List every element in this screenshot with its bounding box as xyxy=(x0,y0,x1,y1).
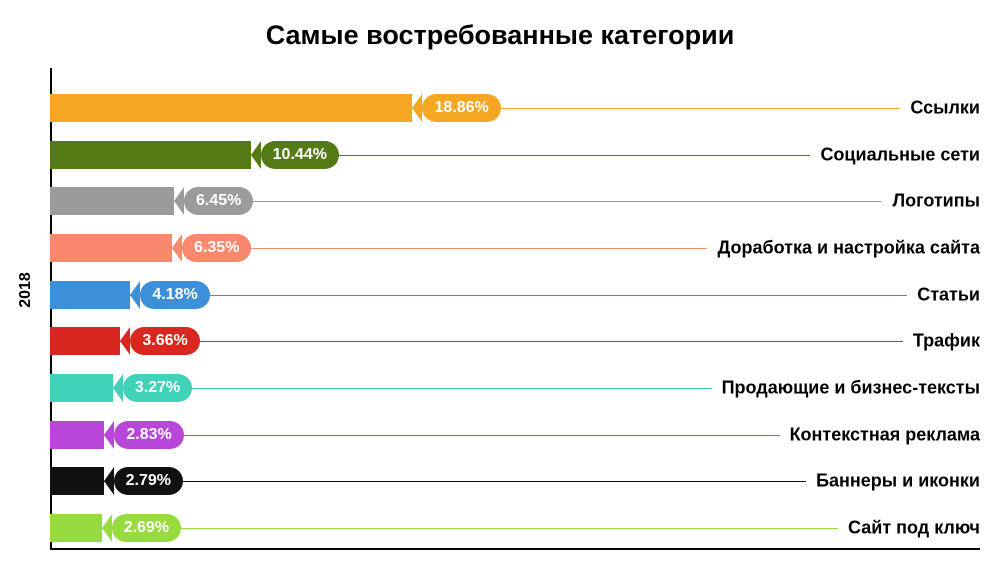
y-axis-label: 2018 xyxy=(17,272,35,308)
chart-rows: 18.86% Ссылки 10.44% Социальные сети 6.45% Ло… xyxy=(50,86,980,550)
chart-row: 2.69% Сайт под ключ xyxy=(50,506,980,550)
chart-row: 3.66% Трафик xyxy=(50,319,980,363)
category-label: Социальные сети xyxy=(810,144,980,165)
value-pill: 3.27% xyxy=(123,374,192,402)
category-label: Баннеры и иконки xyxy=(806,471,980,492)
bar xyxy=(50,187,174,215)
pill-tail-icon xyxy=(130,281,140,309)
bar xyxy=(50,94,412,122)
value-pill: 2.79% xyxy=(114,467,183,495)
pill-tail-icon xyxy=(102,514,112,542)
chart-row: 6.35% Доработка и настройка сайта xyxy=(50,226,980,270)
chart-row: 2.79% Баннеры и иконки xyxy=(50,459,980,503)
category-label: Трафик xyxy=(903,331,980,352)
value-pill: 2.83% xyxy=(114,421,183,449)
value-pill: 6.35% xyxy=(182,234,251,262)
pill-tail-icon xyxy=(174,187,184,215)
chart-title: Самые востребованные категории xyxy=(0,20,1000,51)
chart-row: 6.45% Логотипы xyxy=(50,179,980,223)
value-pill: 6.45% xyxy=(184,187,253,215)
pill-tail-icon xyxy=(120,327,130,355)
bar xyxy=(50,467,104,495)
pill-tail-icon xyxy=(104,467,114,495)
bar xyxy=(50,374,113,402)
pill-tail-icon xyxy=(104,421,114,449)
category-label: Сайт под ключ xyxy=(838,517,980,538)
pill-tail-icon xyxy=(412,94,422,122)
pill-tail-icon xyxy=(113,374,123,402)
value-pill: 3.66% xyxy=(130,327,199,355)
chart-row: 3.27% Продающие и бизнес-тексты xyxy=(50,366,980,410)
pill-tail-icon xyxy=(172,234,182,262)
value-pill: 10.44% xyxy=(261,141,339,169)
category-label: Доработка и настройка сайта xyxy=(707,237,980,258)
pill-tail-icon xyxy=(251,141,261,169)
bar xyxy=(50,141,251,169)
value-pill: 4.18% xyxy=(140,281,209,309)
bar xyxy=(50,514,102,542)
bar xyxy=(50,327,120,355)
bar xyxy=(50,421,104,449)
category-label: Продающие и бизнес-тексты xyxy=(712,377,980,398)
category-label: Логотипы xyxy=(882,191,980,212)
category-label: Статьи xyxy=(907,284,980,305)
chart-row: 2.83% Контекстная реклама xyxy=(50,413,980,457)
value-pill: 18.86% xyxy=(422,94,500,122)
value-pill: 2.69% xyxy=(112,514,181,542)
chart-row: 10.44% Социальные сети xyxy=(50,133,980,177)
chart-row: 4.18% Статьи xyxy=(50,273,980,317)
chart-row: 18.86% Ссылки xyxy=(50,86,980,130)
bar xyxy=(50,234,172,262)
category-label: Контекстная реклама xyxy=(780,424,980,445)
category-label: Ссылки xyxy=(900,98,980,119)
bar xyxy=(50,281,130,309)
chart-container: Самые востребованные категории 2018 18.8… xyxy=(0,0,1000,580)
plot-area: 18.86% Ссылки 10.44% Социальные сети 6.45% Ло… xyxy=(50,68,980,550)
